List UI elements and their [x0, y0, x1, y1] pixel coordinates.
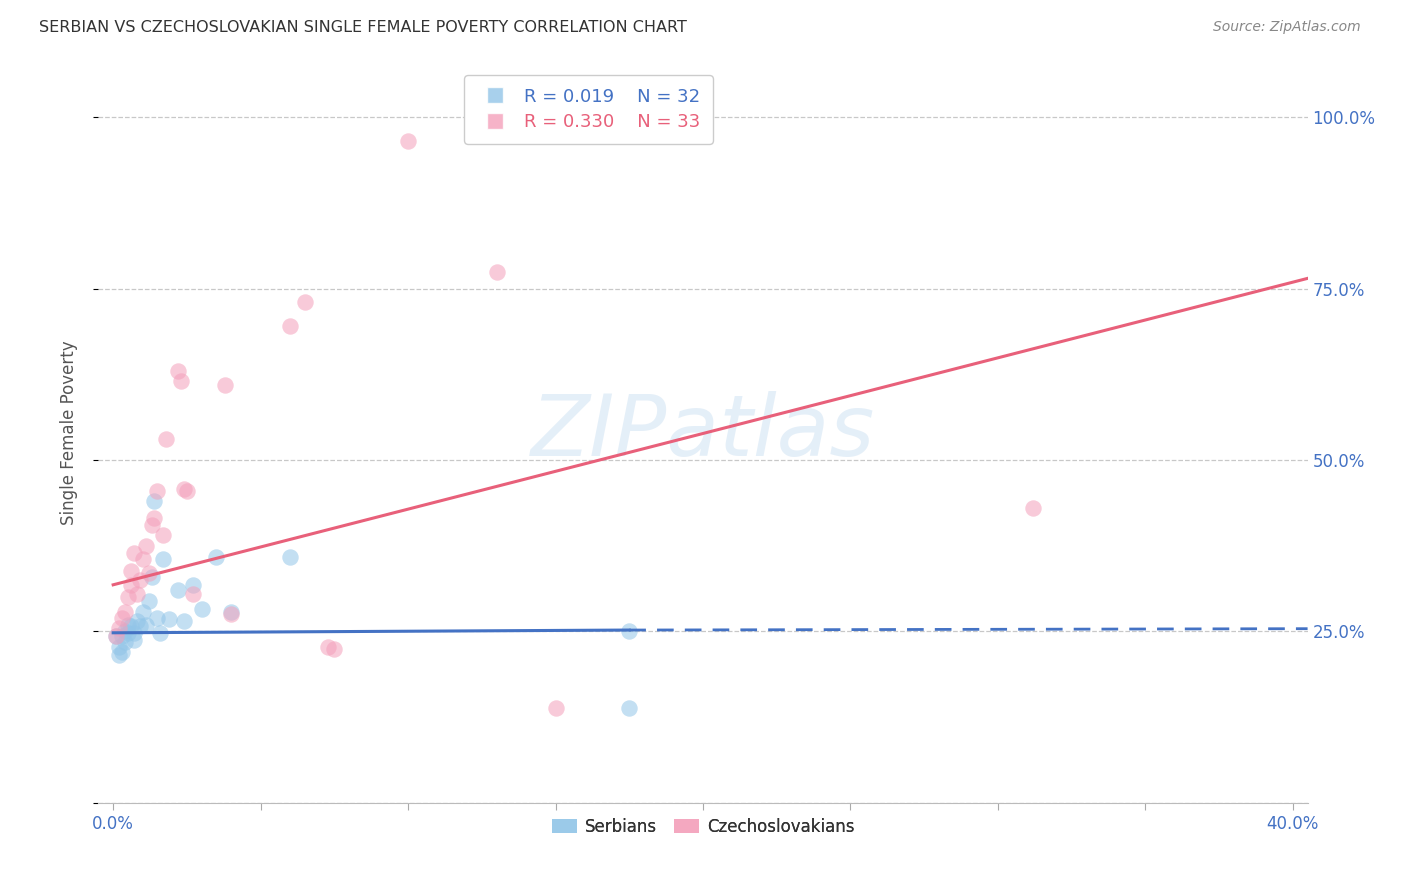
Point [120, 619, 142, 633]
Point [111, 610, 134, 624]
Text: ZIPatlas: ZIPatlas [531, 391, 875, 475]
Point [120, 564, 142, 578]
Point [1022, 501, 1045, 516]
Point [108, 621, 131, 635]
Point [114, 605, 136, 619]
Point [108, 640, 131, 654]
Point [143, 511, 166, 525]
Point [219, 605, 242, 619]
Point [155, 433, 177, 447]
Point [122, 545, 145, 559]
Point [135, 539, 157, 553]
Point [138, 593, 160, 607]
Text: SERBIAN VS CZECHOSLOVAKIAN SINGLE FEMALE POVERTY CORRELATION CHART: SERBIAN VS CZECHOSLOVAKIAN SINGLE FEMALE… [39, 20, 688, 35]
Point [544, 701, 567, 715]
Point [149, 625, 172, 640]
Point [157, 612, 180, 626]
Point [318, 640, 340, 654]
Point [170, 374, 193, 388]
Point [167, 583, 190, 598]
Point [278, 319, 301, 334]
Point [181, 587, 204, 601]
Y-axis label: Single Female Poverty: Single Female Poverty [59, 341, 77, 524]
Point [135, 617, 157, 632]
Point [146, 483, 169, 498]
Point [278, 550, 301, 565]
Text: Source: ZipAtlas.com: Source: ZipAtlas.com [1213, 20, 1361, 34]
Point [122, 632, 145, 647]
Point [173, 614, 195, 628]
Point [141, 569, 163, 583]
Point [619, 701, 641, 715]
Point [122, 625, 145, 640]
Point [131, 605, 153, 619]
Point [108, 648, 131, 663]
Point [111, 645, 134, 659]
Point [294, 295, 316, 310]
Point [131, 552, 153, 566]
Point [152, 552, 174, 566]
Legend: Serbians, Czechoslovakians: Serbians, Czechoslovakians [546, 811, 860, 843]
Point [141, 518, 163, 533]
Point [111, 629, 134, 643]
Point [190, 602, 212, 616]
Point [128, 573, 150, 587]
Point [117, 625, 139, 640]
Point [125, 587, 148, 601]
Point [146, 610, 169, 624]
Point [396, 134, 419, 148]
Point [143, 494, 166, 508]
Point [117, 590, 139, 604]
Point [214, 377, 236, 392]
Point [125, 614, 148, 628]
Point [152, 528, 174, 542]
Point [619, 624, 641, 639]
Point [105, 629, 128, 643]
Point [167, 364, 190, 378]
Point [323, 641, 346, 656]
Point [173, 482, 195, 496]
Point [205, 550, 228, 565]
Point [181, 578, 204, 592]
Point [138, 566, 160, 581]
Point [219, 607, 242, 622]
Point [117, 617, 139, 632]
Point [128, 619, 150, 633]
Point [114, 624, 136, 639]
Point [105, 629, 128, 643]
Point [485, 264, 508, 278]
Point [114, 634, 136, 648]
Point [176, 483, 198, 498]
Point [120, 578, 142, 592]
